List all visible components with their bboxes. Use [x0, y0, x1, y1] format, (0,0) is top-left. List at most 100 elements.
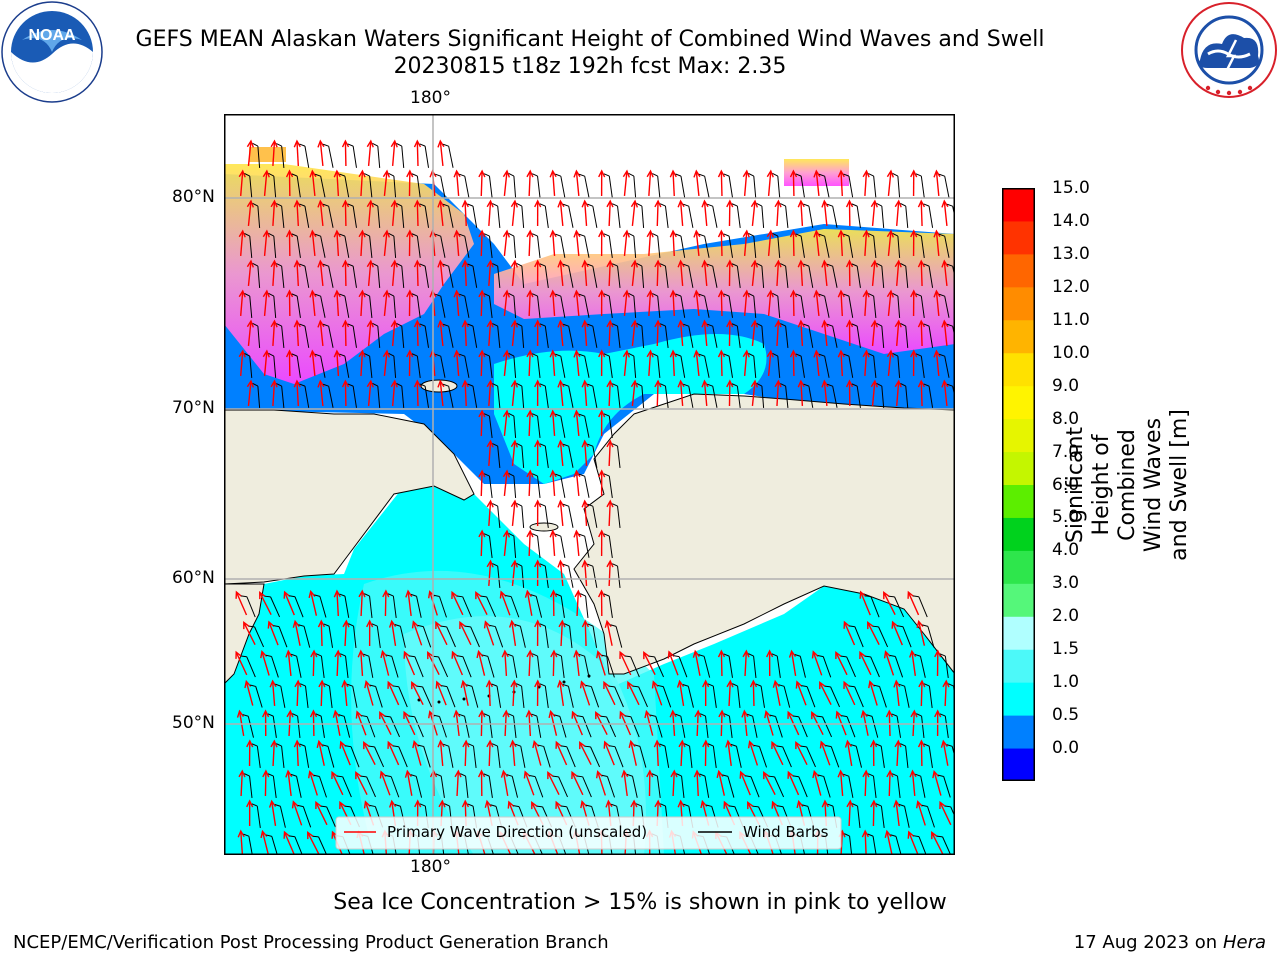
wind-barb: [771, 653, 781, 678]
wave-direction-arrow: [813, 169, 821, 197]
y-tick-60n: 60°N: [172, 568, 215, 588]
wave-direction-arrow: [534, 619, 542, 647]
wave-direction-arrow: [413, 319, 422, 347]
vector-layer: [235, 139, 955, 855]
wave-direction-arrow: [795, 740, 808, 766]
wind-barb: [338, 714, 351, 738]
wind-barb: [291, 173, 301, 198]
wind-barb: [801, 685, 816, 708]
wind-barb: [480, 595, 496, 618]
wind-barb: [587, 443, 598, 468]
wave-direction-arrow: [870, 379, 878, 407]
y-tick-80n: 80°N: [172, 187, 215, 207]
noaa-logo-text: NOAA: [28, 27, 76, 44]
wind-barb: [923, 323, 934, 348]
wind-barb: [491, 743, 501, 768]
wave-direction-arrow: [603, 740, 615, 766]
wave-direction-arrow: [837, 169, 845, 197]
wave-direction-arrow: [862, 289, 870, 317]
wave-direction-arrow: [317, 259, 325, 287]
wave-direction-arrow: [910, 289, 918, 317]
wave-direction-arrow: [333, 289, 341, 317]
wind-barb: [299, 143, 310, 168]
wind-barb: [539, 443, 549, 468]
wind-barb: [601, 654, 615, 678]
sea-ice-region: [494, 229, 955, 354]
wind-barb: [489, 624, 504, 648]
wind-barb: [442, 203, 454, 228]
wind-barb: [584, 745, 601, 768]
wind-barb: [339, 293, 350, 318]
wave-direction-arrow: [555, 740, 568, 766]
wind-barb: [841, 715, 856, 738]
wind-barb: [876, 263, 885, 288]
wave-direction-arrow: [843, 620, 856, 646]
wave-direction-arrow: [502, 469, 511, 497]
wave-direction-arrow: [581, 499, 589, 527]
wind-barb: [315, 173, 326, 198]
wind-barb: [241, 595, 256, 618]
wind-barb: [506, 774, 519, 798]
wave-direction-arrow: [774, 319, 782, 347]
wave-direction-arrow: [293, 259, 301, 287]
wave-direction-arrow: [884, 829, 893, 855]
wind-barb: [747, 713, 758, 738]
wind-barb: [336, 775, 352, 798]
colorbar-tick-label: 8.0: [1052, 408, 1080, 429]
wind-barb: [769, 714, 783, 738]
wave-direction-arrow: [845, 199, 854, 227]
wind-barb: [297, 804, 312, 828]
wind-barb: [483, 233, 493, 258]
wave-direction-arrow: [788, 649, 797, 676]
wave-direction-arrow: [597, 589, 606, 617]
wave-direction-arrow: [893, 679, 901, 707]
wind-barb: [372, 203, 381, 228]
wind-barb: [600, 715, 617, 738]
wind-barb: [532, 653, 541, 678]
wave-direction-arrow: [910, 229, 918, 257]
wave-direction-arrow: [573, 529, 581, 557]
wind-barb: [923, 263, 934, 288]
wind-barb: [776, 745, 792, 768]
wave-direction-arrow: [917, 199, 926, 227]
wind-barb: [276, 203, 285, 228]
wind-barb: [939, 293, 950, 318]
wind-barb: [363, 653, 374, 678]
wind-barb: [851, 203, 861, 228]
wave-direction-arrow: [526, 169, 534, 197]
wave-direction-arrow: [581, 379, 589, 407]
wind-barb: [628, 352, 637, 379]
wind-barb: [698, 654, 711, 678]
wind-barb: [707, 263, 718, 288]
wave-direction-arrow: [534, 439, 542, 467]
host-name: Hera: [1222, 932, 1266, 953]
wave-direction-arrow: [486, 739, 494, 767]
wave-direction-arrow: [310, 649, 318, 677]
wind-barb: [433, 594, 447, 618]
wind-barb: [723, 233, 734, 258]
wind-barb: [756, 322, 765, 349]
wind-barb: [532, 173, 541, 198]
wind-barb: [539, 683, 549, 708]
wind-barb: [793, 775, 808, 798]
colorbar-segment: [1002, 188, 1035, 222]
wave-direction-arrow: [534, 559, 542, 587]
wave-direction-arrow: [478, 289, 486, 317]
wave-direction-arrow: [478, 409, 486, 437]
wind-barb: [537, 744, 551, 768]
wave-direction-arrow: [406, 229, 414, 257]
wave-direction-arrow: [534, 499, 542, 527]
wind-barb: [683, 263, 694, 288]
wave-direction-arrow: [549, 469, 557, 497]
wave-direction-arrow: [307, 770, 318, 796]
wave-direction-arrow: [547, 770, 560, 796]
wave-direction-arrow: [453, 229, 461, 257]
wave-direction-arrow: [485, 679, 494, 707]
wave-direction-arrow: [701, 259, 709, 287]
wind-barb: [723, 353, 734, 378]
wind-barb: [315, 713, 325, 738]
wind-barb: [417, 744, 431, 768]
wave-direction-arrow: [461, 259, 469, 287]
wave-direction-arrow: [366, 379, 374, 407]
wind-barb: [441, 685, 456, 708]
